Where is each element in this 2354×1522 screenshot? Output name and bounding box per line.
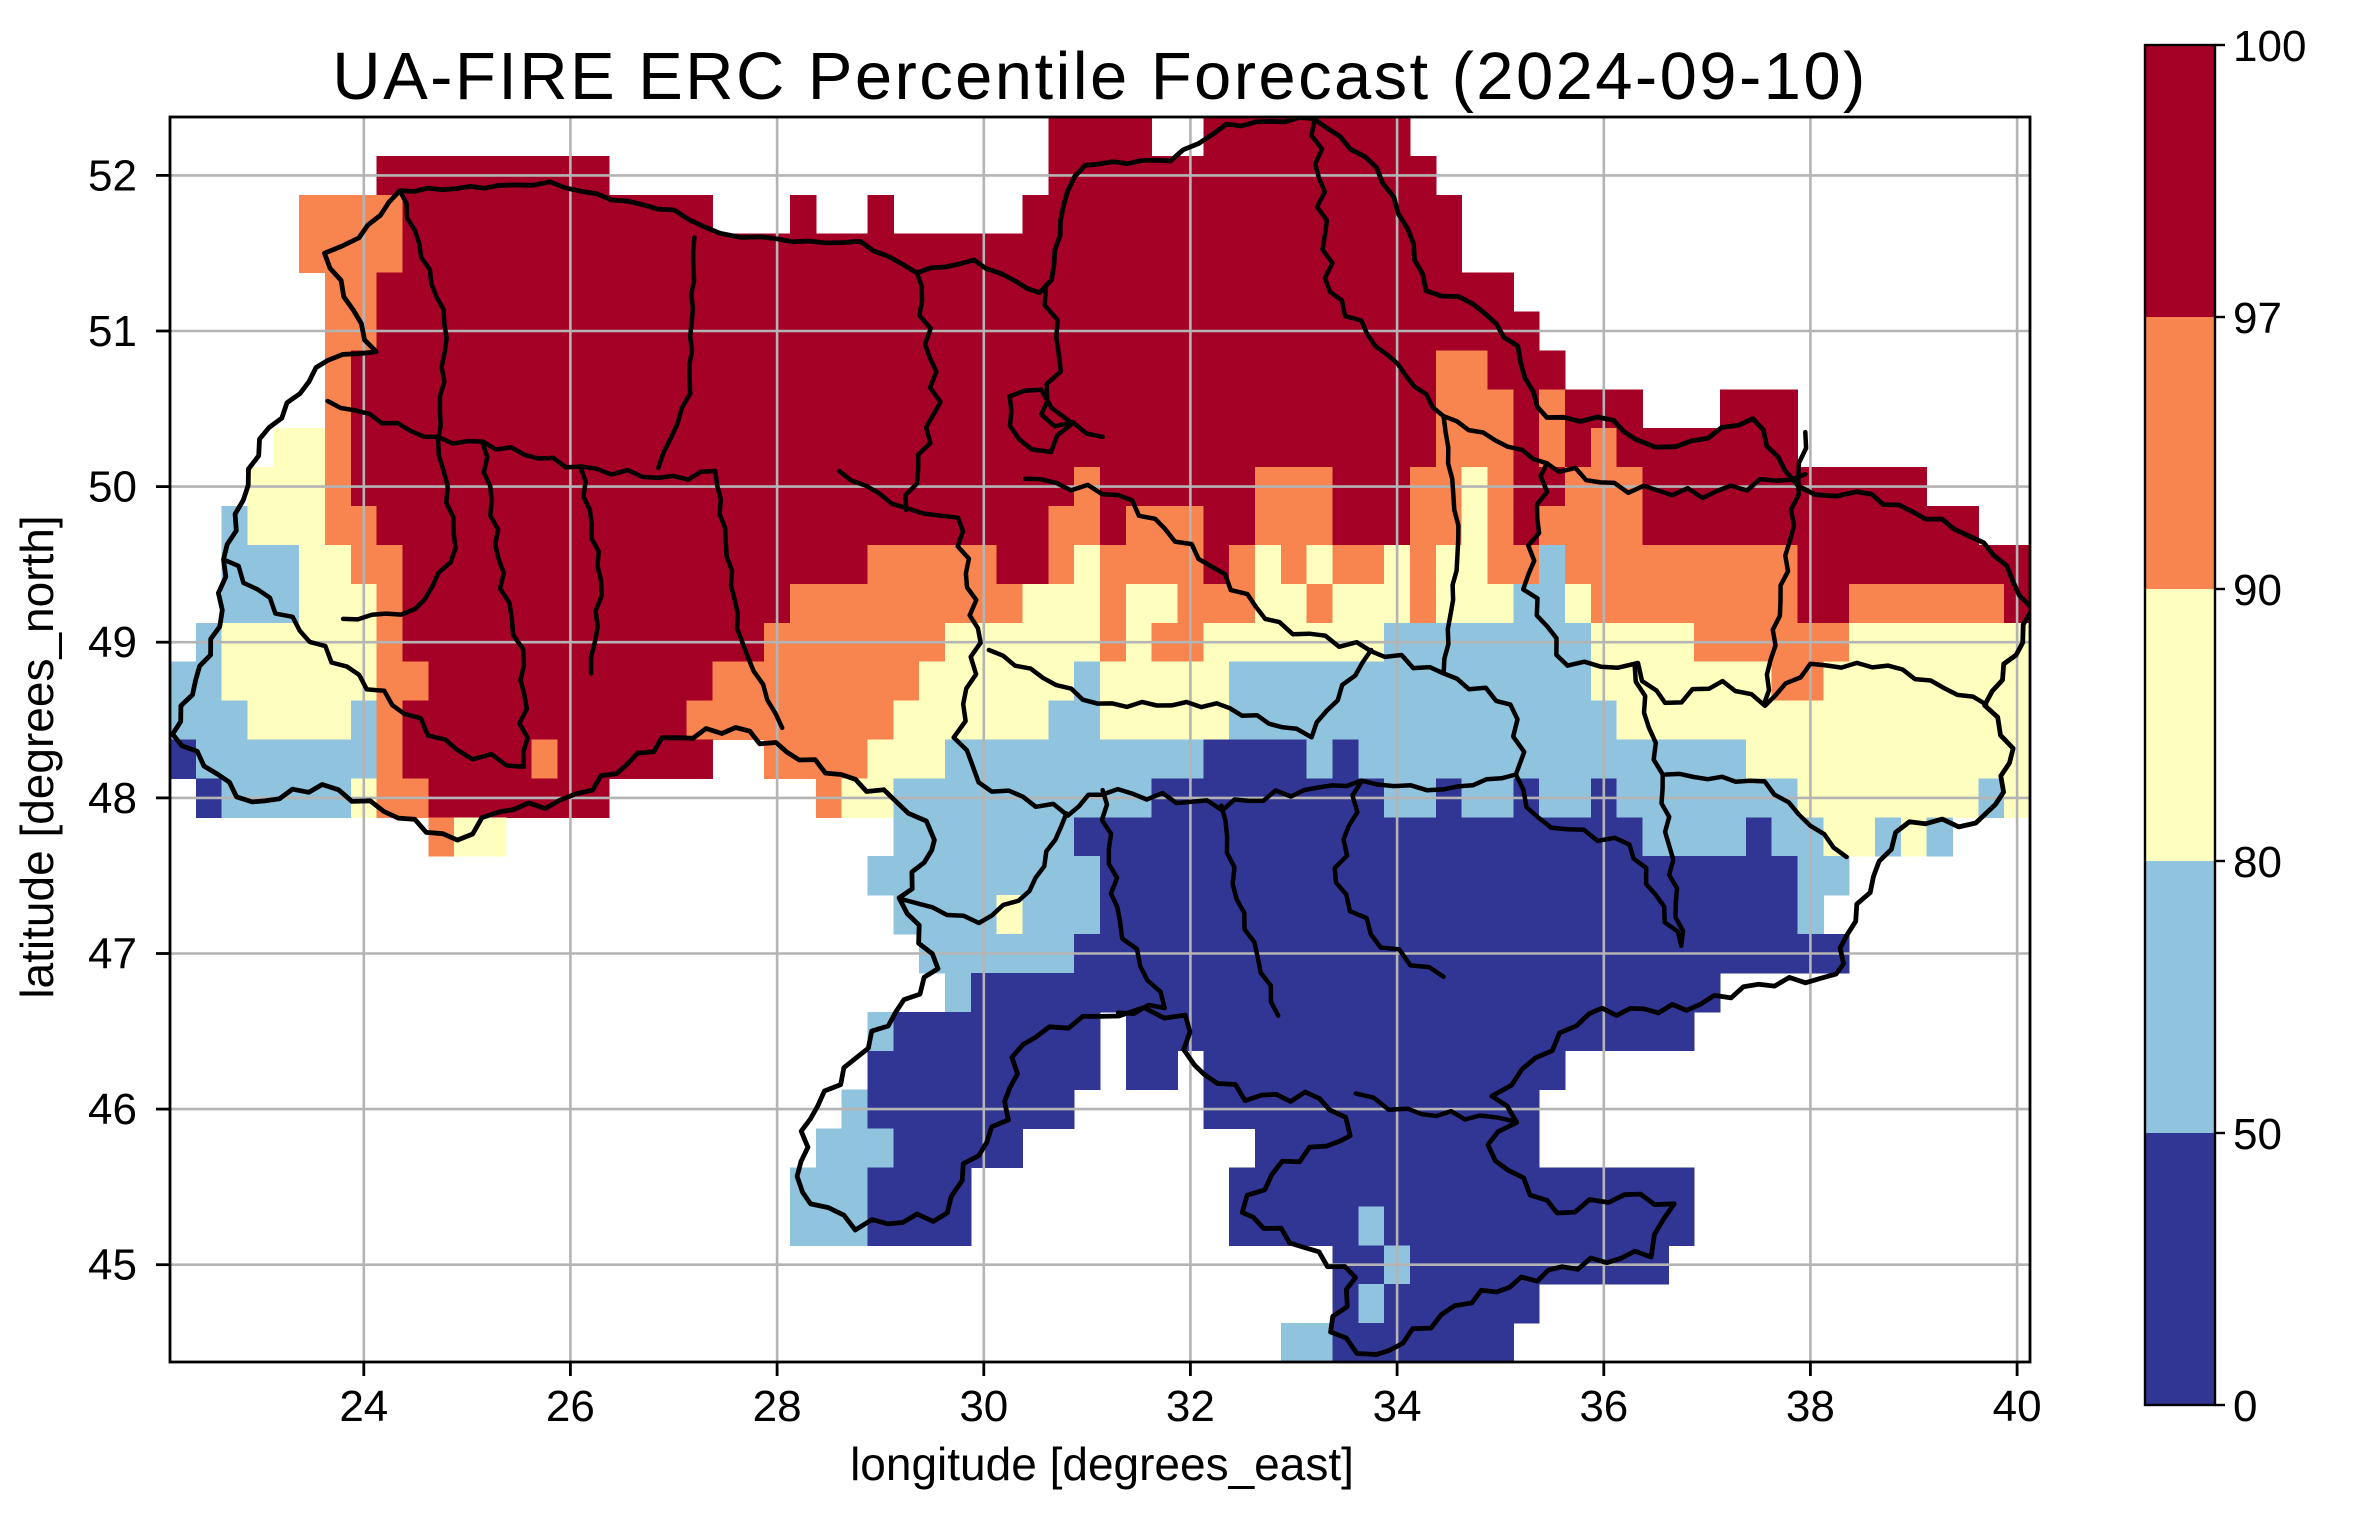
svg-text:UA-FIRE ERC Percentile Forecas: UA-FIRE ERC Percentile Forecast (2024-09…	[332, 39, 1867, 114]
svg-text:30: 30	[959, 1382, 1008, 1431]
svg-text:97: 97	[2233, 294, 2282, 343]
svg-text:latitude [degrees_north]: latitude [degrees_north]	[11, 515, 63, 998]
svg-text:26: 26	[546, 1382, 595, 1431]
svg-text:47: 47	[88, 930, 137, 979]
svg-text:40: 40	[1993, 1382, 2042, 1431]
svg-text:52: 52	[88, 151, 137, 200]
svg-text:49: 49	[88, 618, 137, 667]
svg-text:50: 50	[88, 463, 137, 512]
svg-text:51: 51	[88, 307, 137, 356]
svg-text:38: 38	[1786, 1382, 1835, 1431]
svg-text:100: 100	[2233, 22, 2306, 71]
svg-text:80: 80	[2233, 838, 2282, 887]
svg-text:36: 36	[1579, 1382, 1628, 1431]
svg-text:90: 90	[2233, 566, 2282, 615]
svg-text:50: 50	[2233, 1110, 2282, 1159]
svg-text:34: 34	[1373, 1382, 1422, 1431]
svg-text:0: 0	[2233, 1382, 2257, 1431]
svg-text:32: 32	[1166, 1382, 1215, 1431]
svg-text:longitude [degrees_east]: longitude [degrees_east]	[850, 1438, 1354, 1490]
svg-text:46: 46	[88, 1085, 137, 1134]
svg-text:24: 24	[339, 1382, 388, 1431]
svg-text:48: 48	[88, 774, 137, 823]
svg-text:28: 28	[753, 1382, 802, 1431]
svg-text:45: 45	[88, 1241, 137, 1290]
